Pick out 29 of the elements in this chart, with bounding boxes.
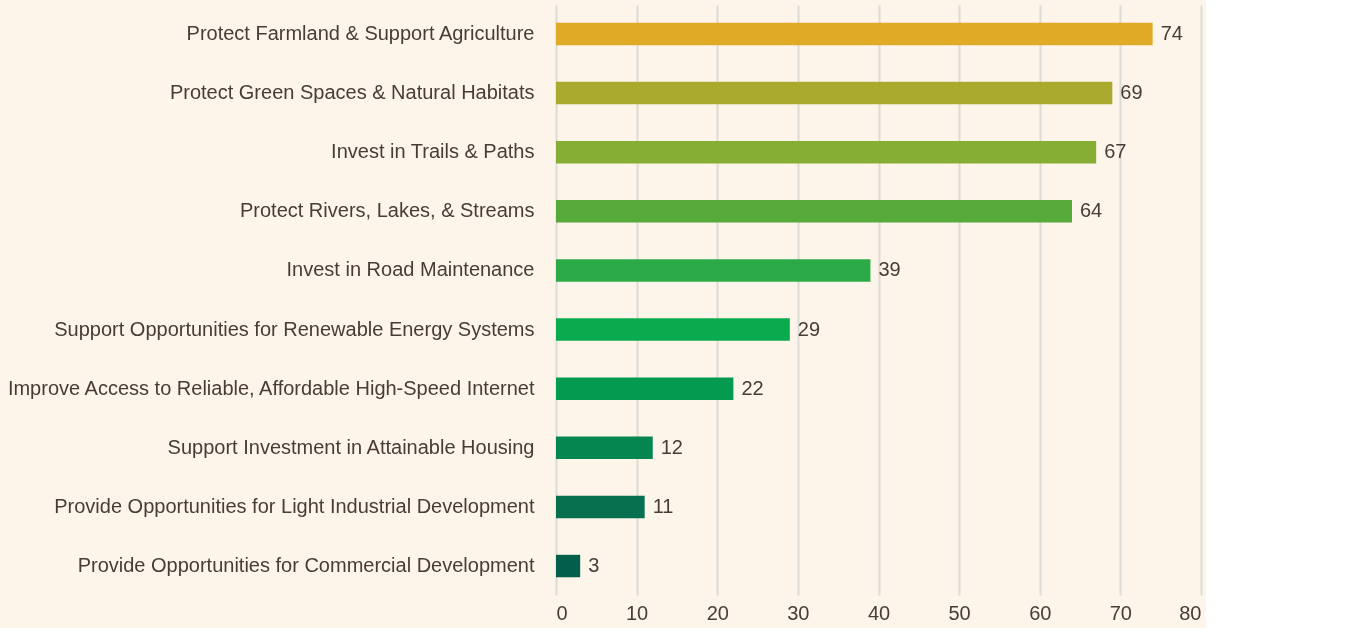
x-tick-label: 60	[1029, 601, 1052, 624]
y-tick-label: Protect Rivers, Lakes, & Streams	[239, 199, 535, 222]
x-tick-label: 70	[1109, 601, 1132, 624]
data-label: 11	[652, 494, 674, 517]
y-tick-label: Protect Farmland & Support Agriculture	[186, 21, 535, 44]
y-tick-label: Improve Access to Reliable, Affordable High-Speed Internet	[7, 376, 535, 399]
x-tick-label: 50	[948, 601, 971, 624]
x-tick-label: 30	[787, 601, 810, 624]
y-tick-label: Provide Opportunities for Commercial Development	[77, 554, 535, 577]
y-tick-label: Protect Green Spaces & Natural Habitats	[169, 81, 535, 104]
y-tick-label: Invest in Road Maintenance	[286, 258, 535, 281]
x-tick-label: 40	[867, 601, 891, 624]
data-label: 67	[1104, 140, 1127, 163]
x-tick-label: 80	[1179, 601, 1202, 624]
data-label: 22	[741, 376, 764, 399]
data-label: 64	[1080, 199, 1103, 222]
data-label: 69	[1120, 81, 1143, 104]
x-tick-label: 20	[706, 601, 729, 624]
data-label: 39	[878, 258, 901, 281]
x-tick-label: 0	[556, 601, 568, 624]
x-tick-label: 10	[626, 601, 649, 624]
data-label: 29	[797, 317, 821, 340]
data-label: 3	[588, 554, 600, 577]
data-label: 74	[1160, 21, 1183, 44]
y-tick-label: Support Opportunities for Renewable Energy Systems	[54, 317, 535, 340]
y-tick-label: Support Investment in Attainable Housing	[167, 435, 535, 458]
y-tick-label: Provide Opportunities for Light Industrial Development	[54, 494, 535, 517]
y-tick-label: Invest in Trails & Paths	[331, 140, 535, 163]
data-label: 12	[660, 435, 683, 458]
